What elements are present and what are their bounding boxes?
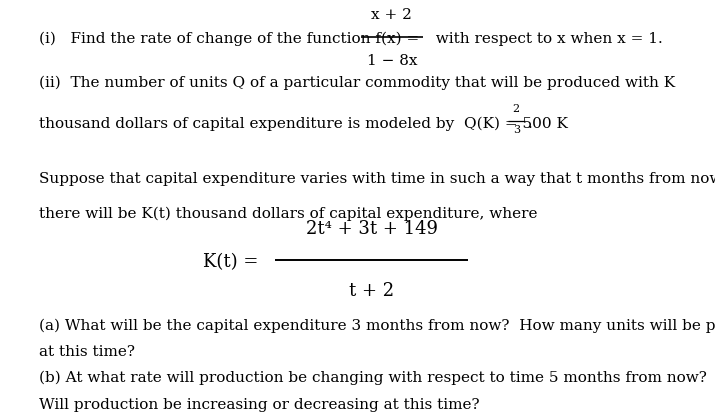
Text: (a) What will be the capital expenditure 3 months from now?  How many units will: (a) What will be the capital expenditure… [39, 318, 715, 332]
Text: 2: 2 [513, 104, 520, 114]
Text: 1 − 8x: 1 − 8x [367, 54, 417, 68]
Text: 2t⁴ + 3t + 149: 2t⁴ + 3t + 149 [306, 220, 438, 238]
Text: at this time?: at this time? [39, 345, 135, 359]
Text: (i)   Find the rate of change of the function f(x) =: (i) Find the rate of change of the funct… [39, 32, 425, 46]
Text: Will production be increasing or decreasing at this time?: Will production be increasing or decreas… [39, 398, 480, 412]
Text: .: . [528, 117, 533, 131]
Text: K(t) =: K(t) = [204, 253, 265, 271]
Text: t + 2: t + 2 [349, 282, 395, 300]
Text: x + 2: x + 2 [371, 8, 413, 22]
Text: (b) At what rate will production be changing with respect to time 5 months from : (b) At what rate will production be chan… [39, 371, 707, 385]
Text: with respect to x when x = 1.: with respect to x when x = 1. [426, 32, 663, 46]
Text: Suppose that capital expenditure varies with time in such a way that t months fr: Suppose that capital expenditure varies … [39, 172, 715, 186]
Text: (ii)  The number of units Q of a particular commodity that will be produced with: (ii) The number of units Q of a particul… [39, 75, 676, 89]
Text: thousand dollars of capital expenditure is modeled by  Q(K) = 500 K: thousand dollars of capital expenditure … [39, 117, 568, 131]
Text: 3: 3 [513, 125, 520, 135]
Text: there will be K(t) thousand dollars of capital expenditure, where: there will be K(t) thousand dollars of c… [39, 207, 538, 221]
